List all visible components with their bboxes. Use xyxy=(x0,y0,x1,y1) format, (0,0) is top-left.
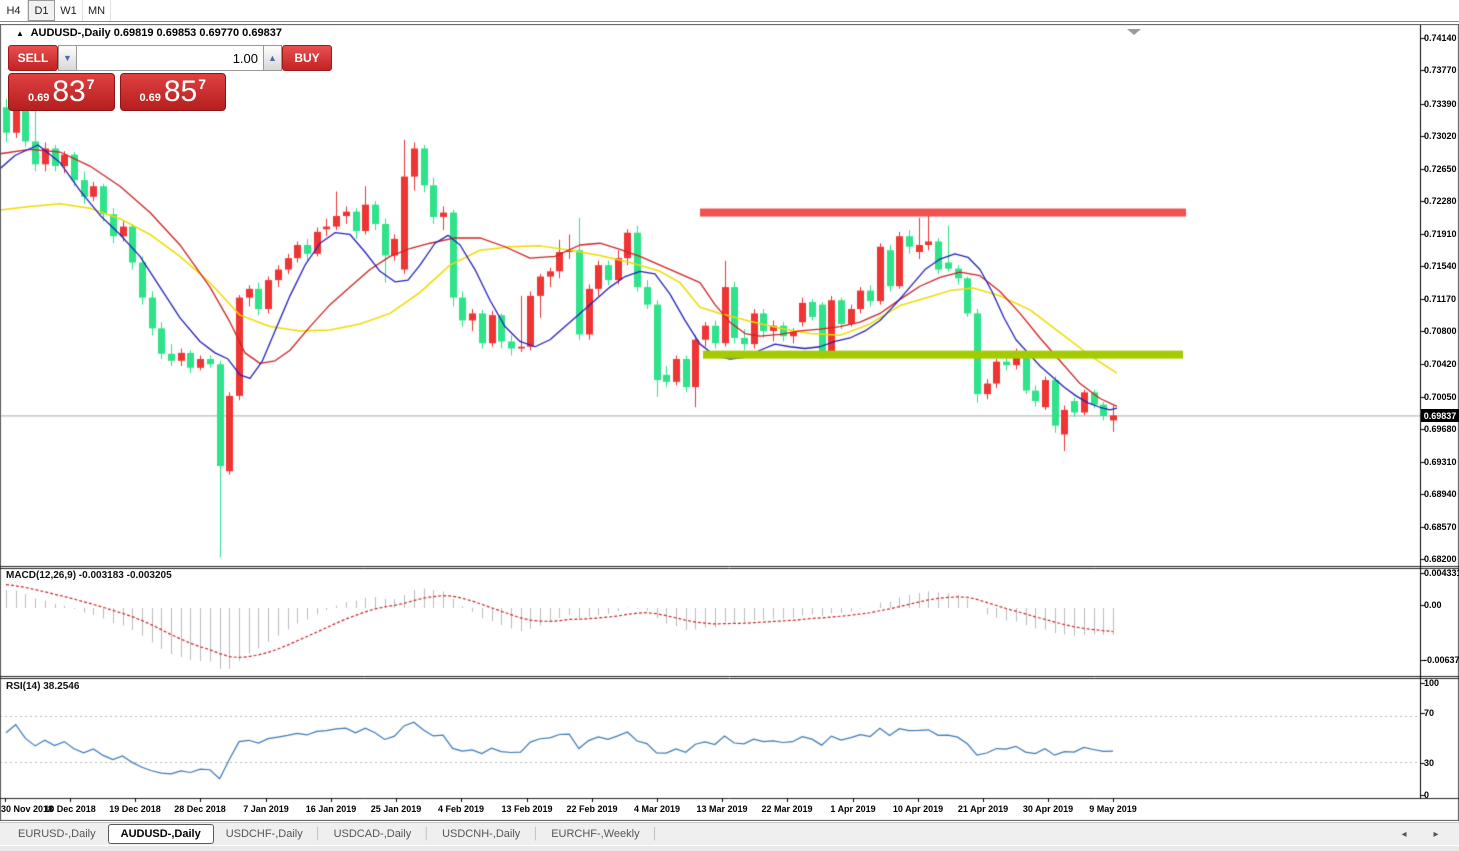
chart-symbol-label: AUDUSD-,Daily xyxy=(30,27,111,39)
date-axis-label: 16 Jan 2019 xyxy=(305,804,357,814)
date-axis-label: 13 Mar 2019 xyxy=(696,804,748,814)
chart-collapse-icon: ▲ xyxy=(16,29,24,38)
sell-quote-box[interactable]: 0.69 83 7 xyxy=(8,73,115,111)
tab-separator: │ xyxy=(423,828,431,840)
chart-shift-marker-icon[interactable] xyxy=(1127,29,1141,35)
date-axis-label: 7 Jan 2019 xyxy=(243,804,289,814)
buy-price-big: 85 xyxy=(163,75,198,108)
date-axis-label: 4 Feb 2019 xyxy=(437,804,485,814)
tab-separator: │ xyxy=(651,828,659,840)
date-axis-label: 22 Feb 2019 xyxy=(566,804,618,814)
price-axis-label: 0.71170 xyxy=(1424,294,1457,304)
date-axis-label: 21 Apr 2019 xyxy=(957,804,1009,814)
date-axis-label: 10 Apr 2019 xyxy=(892,804,944,814)
chart-canvas[interactable] xyxy=(0,24,1459,821)
price-axis-label: 0.70050 xyxy=(1424,392,1457,402)
date-axis-label: 25 Jan 2019 xyxy=(370,804,422,814)
rsi-axis-label: 100 xyxy=(1424,678,1440,688)
date-axis-label: 13 Feb 2019 xyxy=(501,804,553,814)
price-axis-label: 0.68570 xyxy=(1424,522,1457,532)
buy-quote-box[interactable]: 0.69 85 7 xyxy=(119,73,226,111)
rsi-label: RSI(14) 38.2546 xyxy=(6,681,80,692)
chart-tab-bar: EURUSD-,Daily AUDUSD-,Daily USDCHF-,Daily │… xyxy=(0,822,1459,845)
price-axis-label: 0.73770 xyxy=(1424,65,1457,75)
one-click-trading-panel: SELL ▼ ▲ BUY 0.69 83 7 0.69 85 7 xyxy=(8,45,332,111)
price-axis-label: 0.68200 xyxy=(1424,554,1457,564)
current-price-tag: 0.69837 xyxy=(1421,409,1459,422)
price-axis-label: 0.69310 xyxy=(1424,457,1457,467)
chart-title: ▲ AUDUSD-,Daily 0.69819 0.69853 0.69770 … xyxy=(16,27,282,39)
macd-axis-label: 0.00 xyxy=(1424,600,1442,610)
macd-axis-label: -0.00637 xyxy=(1424,655,1459,665)
tab-separator: │ xyxy=(314,828,322,840)
volume-decrease-button[interactable]: ▼ xyxy=(58,45,77,71)
spin-up-icon: ▲ xyxy=(268,53,277,63)
price-axis-label: 0.71540 xyxy=(1424,261,1457,271)
chart-tab-usdcaddaily[interactable]: USDCAD-,Daily xyxy=(333,828,412,840)
macd-label: MACD(12,26,9) -0.003183 -0.003205 xyxy=(6,570,172,581)
price-axis-label: 0.68940 xyxy=(1424,489,1457,499)
price-axis-label: 0.73390 xyxy=(1424,99,1457,109)
date-axis-label: 19 Dec 2018 xyxy=(109,804,161,814)
price-axis-label: 0.70800 xyxy=(1424,326,1457,336)
macd-axis-label: 0.004331 xyxy=(1424,568,1459,578)
price-axis-label: 0.70420 xyxy=(1424,359,1457,369)
chart-tab-eurchfweekly[interactable]: EURCHF-,Weekly xyxy=(551,828,640,840)
chart-tab-usdchfdaily[interactable]: USDCHF-,Daily xyxy=(225,828,303,840)
tab-separator: │ xyxy=(532,828,540,840)
timeframe-button-mn[interactable]: MN xyxy=(83,0,111,21)
sell-button[interactable]: SELL xyxy=(8,45,58,71)
status-bar xyxy=(0,845,1459,851)
volume-increase-button[interactable]: ▲ xyxy=(263,45,282,71)
price-axis-label: 0.72280 xyxy=(1424,196,1457,206)
date-axis-label: 30 Apr 2019 xyxy=(1022,804,1074,814)
chart-ohlc-values: 0.69819 0.69853 0.69770 0.69837 xyxy=(113,27,282,39)
spin-down-icon: ▼ xyxy=(63,53,72,63)
price-axis-label: 0.71910 xyxy=(1424,229,1457,239)
volume-input[interactable] xyxy=(77,45,263,71)
timeframe-button-h4[interactable]: H4 xyxy=(0,0,28,21)
buy-price-prefix: 0.69 xyxy=(139,92,161,104)
price-axis-label: 0.73020 xyxy=(1424,131,1457,141)
chart-tab-usdcnhdaily[interactable]: USDCNH-,Daily xyxy=(442,828,521,840)
date-axis-label: 4 Mar 2019 xyxy=(633,804,681,814)
date-axis-label: 9 May 2019 xyxy=(1089,804,1137,814)
rsi-axis-label: 0 xyxy=(1424,790,1430,800)
price-axis-label: 0.69680 xyxy=(1424,424,1457,434)
rsi-axis-label: 70 xyxy=(1424,708,1435,718)
chart-tab-eurusddaily[interactable]: EURUSD-,Daily xyxy=(18,828,96,840)
timeframe-button-d1[interactable]: D1 xyxy=(28,0,55,21)
price-axis-label: 0.74140 xyxy=(1424,33,1457,43)
sell-price-pipette: 7 xyxy=(86,76,95,92)
buy-price-pipette: 7 xyxy=(198,76,207,92)
date-axis-label: 10 Dec 2018 xyxy=(44,804,96,814)
timeframe-button-w1[interactable]: W1 xyxy=(55,0,83,21)
date-axis-label: 30 Nov 2018 xyxy=(1,804,54,814)
sell-price-big: 83 xyxy=(52,75,86,108)
price-axis-label: 0.72650 xyxy=(1424,164,1457,174)
date-axis-label: 22 Mar 2019 xyxy=(761,804,813,814)
sell-price-prefix: 0.69 xyxy=(27,92,50,104)
tab-scroll-right-icon[interactable]: ▸ xyxy=(1433,828,1439,840)
chart-frame xyxy=(0,24,1459,821)
chart-tab-audusddaily[interactable]: AUDUSD-,Daily xyxy=(107,824,214,844)
date-axis-label: 1 Apr 2019 xyxy=(830,804,876,814)
rsi-axis-label: 30 xyxy=(1424,758,1435,768)
date-axis-label: 28 Dec 2018 xyxy=(174,804,226,814)
tab-scroll-left-icon[interactable]: ◂ xyxy=(1401,828,1407,840)
buy-button[interactable]: BUY xyxy=(282,45,332,71)
timeframe-toolbar: H4 D1 W1 MN xyxy=(0,0,1459,22)
